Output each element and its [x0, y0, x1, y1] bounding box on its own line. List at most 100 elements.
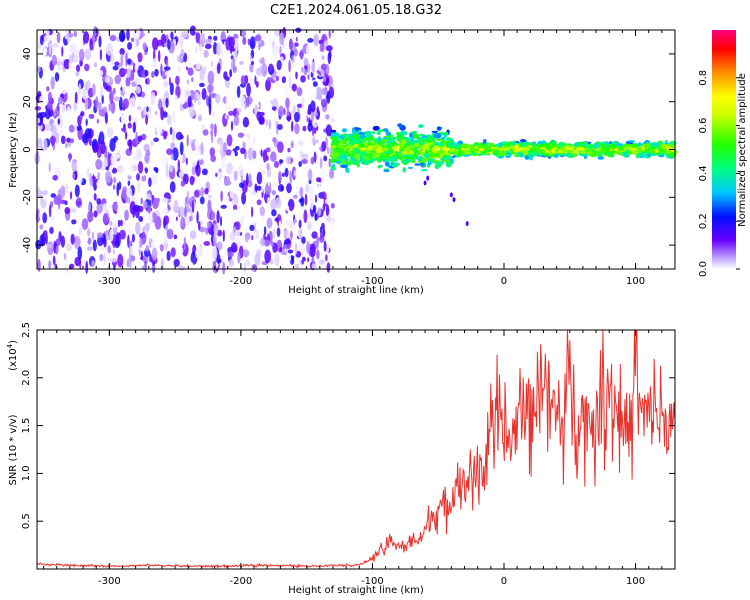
spectrogram-cell [254, 34, 262, 42]
spectrogram-cell [274, 253, 280, 267]
spectrogram-cell [390, 143, 397, 146]
spectrogram-cell [145, 114, 149, 125]
spectrogram-cell [478, 148, 485, 152]
spectrogram-cell [210, 155, 217, 163]
spectrogram-cell [130, 37, 135, 42]
spectrogram-cell [84, 63, 90, 72]
spectrogram-cell [165, 163, 169, 178]
spectrogram-cell [143, 213, 150, 226]
spectrogram-cell [316, 249, 320, 260]
spectrogram-cell [236, 112, 239, 119]
spectrogram-cell [127, 180, 131, 186]
spectrogram-cell [627, 140, 636, 143]
spectrogram-cell [402, 154, 407, 157]
spectrogram-cell [169, 164, 174, 173]
spectrogram-cell [522, 150, 529, 156]
colorbar-gradient [712, 30, 736, 269]
spectrogram-cell [530, 151, 538, 156]
spectrogram-cell [148, 213, 153, 227]
spectrogram-cell [162, 97, 165, 111]
spectrogram-cell [202, 124, 206, 131]
spectrogram-cell [174, 95, 178, 101]
spectrogram-cell [452, 197, 456, 203]
spectrogram-cell [347, 144, 352, 150]
spectrogram-cell [323, 155, 328, 162]
spectrogram-cell [573, 149, 579, 154]
spectrogram-cell [154, 167, 159, 174]
spectrogram-cell [271, 43, 279, 57]
spectrogram-cell [418, 124, 424, 128]
spectrogram-cell [236, 85, 241, 99]
spectrogram-cell [160, 63, 163, 77]
spectrogram-cell [436, 138, 442, 141]
spectrogram-cell [295, 71, 298, 80]
chart-title: C2E1.2024.061.05.18.G32 [270, 3, 442, 18]
spectrogram-cell [164, 66, 171, 71]
spectrogram-cell [281, 76, 286, 84]
spectrogram-cell [173, 234, 178, 240]
spectrogram-cell [323, 240, 327, 252]
spectrogram-cell [72, 54, 80, 63]
spectrogram-cell [341, 134, 346, 137]
spectrogram-cell [446, 162, 452, 168]
spectrogram-cell [321, 222, 325, 230]
spectrogram-cell [135, 56, 138, 68]
spectrogram-cell [95, 158, 103, 170]
spectrogram-cell [226, 162, 234, 175]
spectrogram-cell [147, 205, 152, 214]
spectrogram-cell [289, 170, 293, 185]
spectrogram-cell [229, 69, 233, 78]
spectrogram-cell [299, 186, 304, 197]
spectrogram-cell [649, 149, 653, 154]
spectrogram-cell [199, 226, 206, 233]
spectrogram-cell [199, 68, 205, 82]
spectrogram-cell [37, 138, 43, 150]
spectrogram-cell [199, 82, 205, 88]
spectrogram-cell [145, 149, 151, 157]
spectrogram-cell [47, 101, 53, 111]
spectrogram-cell [145, 245, 150, 252]
spectrogram-cell [93, 210, 98, 218]
y-tick-label: 40 [22, 48, 33, 61]
spectrogram-cell [358, 129, 362, 133]
spectrogram-cell [183, 236, 187, 251]
spectrogram-cell [405, 158, 409, 162]
spectrogram-cell [328, 29, 331, 39]
spectrogram-cell [401, 150, 408, 155]
spectrogram-cell [426, 175, 430, 181]
spectrogram-cell [482, 139, 487, 142]
spectrogram-cell [59, 37, 63, 49]
spectrogram-cell [245, 97, 250, 108]
spectrogram-cell [345, 161, 352, 166]
spectrogram-cell [300, 75, 306, 83]
spectrogram-cell [262, 149, 268, 163]
spectrogram-cell [61, 87, 67, 95]
spectrogram-cell [285, 97, 290, 110]
spectrogram-cell [140, 197, 143, 205]
spectrogram-cell [101, 95, 104, 104]
spectrogram-cell [325, 254, 328, 262]
spectrogram-cell [71, 219, 77, 225]
spectrogram-cell [528, 142, 536, 146]
spectrogram-cell [209, 164, 213, 174]
spectrogram-cell [128, 114, 132, 122]
spectrogram-cell [249, 78, 256, 85]
spectrogram-cell [114, 61, 120, 66]
spectrogram-cell [311, 125, 315, 137]
spectrogram-cell [113, 96, 121, 102]
spectrogram-cell [135, 148, 143, 162]
spectrogram-cell [189, 262, 194, 271]
spectrogram-cell [127, 175, 132, 181]
spectrogram-cell [411, 154, 418, 157]
spectrogram-cell [104, 246, 108, 252]
spectrogram-cell [273, 160, 280, 169]
spectrogram-cell [109, 221, 113, 226]
spectrogram-cell [39, 111, 47, 118]
spectrogram-cell [399, 146, 404, 150]
spectrogram-cell [49, 226, 54, 234]
spectrogram-cell [191, 165, 196, 176]
spectrogram-x-label: Height of straight line (km) [288, 285, 424, 296]
spectrogram-cell [427, 161, 432, 165]
spectrogram-cell [269, 63, 273, 72]
spectrogram-cell [666, 144, 674, 147]
